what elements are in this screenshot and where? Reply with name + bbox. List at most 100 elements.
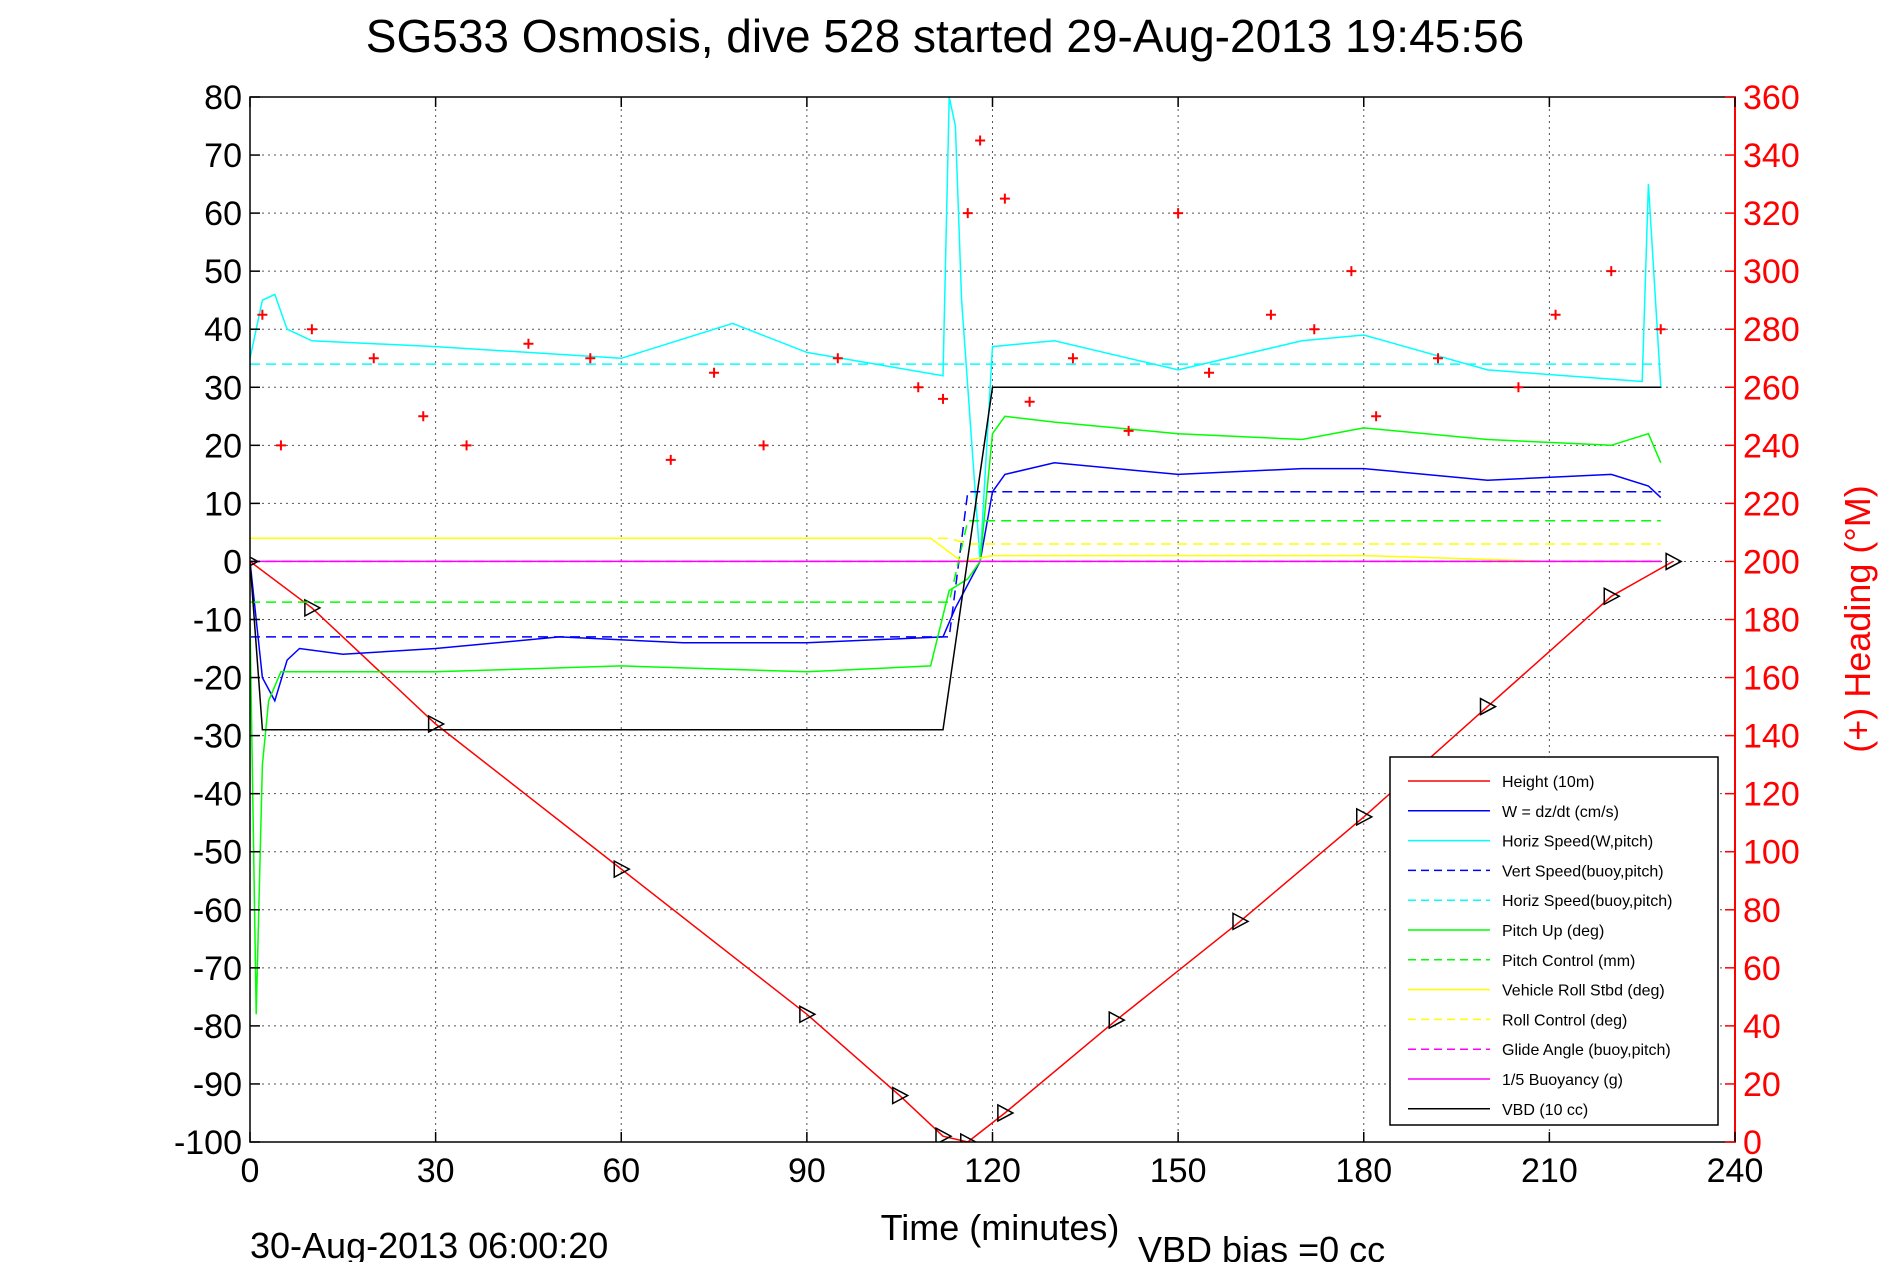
heading-point [665, 454, 676, 465]
y-right-tick-label: 0 [1743, 1124, 1762, 1162]
heading-point [585, 353, 596, 364]
x-tick-label: 240 [1707, 1152, 1764, 1190]
heading-point [758, 440, 769, 451]
heading-point [913, 382, 924, 393]
y-tick-label: -10 [193, 602, 242, 640]
height-marker [1665, 552, 1683, 571]
y-right-tick-label: 140 [1743, 718, 1800, 756]
y-tick-label: 30 [204, 369, 242, 407]
axes: 0 30 60 90 120 150 180 210 24080706050403020100-… [174, 79, 1800, 1190]
heading-point [975, 135, 986, 146]
height-marker [1356, 807, 1374, 827]
height-marker [935, 1126, 953, 1142]
heading-point [1204, 367, 1215, 378]
y-tick-label: 20 [204, 427, 242, 465]
y-right-tick-label: 360 [1743, 79, 1800, 117]
series-0 [250, 552, 1683, 1142]
heading-point [1067, 353, 1078, 364]
y-tick-label: 10 [204, 485, 242, 523]
heading-point [1606, 266, 1617, 277]
y-right-tick-label: 300 [1743, 253, 1800, 291]
series-line [250, 560, 1674, 1142]
legend-label: Vert Speed(buoy,pitch) [1502, 863, 1664, 880]
footer-vbd-bias: VBD bias =0 cc [1138, 1229, 1385, 1262]
y-right-tick-label: 100 [1743, 834, 1800, 872]
legend-label: Roll Control (deg) [1502, 1012, 1627, 1029]
heading-point [306, 324, 317, 335]
heading-point [461, 440, 472, 451]
y-tick-label: -30 [193, 718, 242, 756]
height-marker [304, 598, 322, 618]
y-right-tick-label: 260 [1743, 369, 1800, 407]
heading-point [1346, 266, 1357, 277]
heading-point [938, 393, 948, 404]
y-tick-label: -50 [193, 834, 242, 872]
series-11 [250, 386, 1661, 731]
legend-label: Height (10m) [1502, 774, 1594, 791]
height-marker [997, 1103, 1015, 1123]
legend-label: Vehicle Roll Stbd (deg) [1502, 983, 1665, 1000]
y-tick-label: 70 [204, 137, 242, 175]
x-tick-label: 60 [602, 1152, 640, 1190]
x-tick-label: 90 [788, 1152, 826, 1190]
heading-point [1309, 324, 1320, 335]
x-tick-label: 0 [241, 1152, 260, 1190]
y-tick-label: 60 [204, 195, 242, 233]
legend-label: VBD (10 cc) [1502, 1102, 1588, 1119]
height-marker [427, 714, 446, 734]
series-layer [250, 97, 1683, 1142]
heading-point [1024, 396, 1035, 407]
grid [250, 97, 1735, 1142]
heading-point [1265, 309, 1276, 320]
y-right-tick-label: 160 [1743, 660, 1800, 698]
heading-point [832, 353, 843, 364]
height-marker [799, 1005, 817, 1024]
x-tick-label: 210 [1521, 1152, 1578, 1190]
y-right-tick-label: 80 [1743, 892, 1781, 930]
y-right-tick-label: 180 [1743, 602, 1800, 640]
chart-title: SG533 Osmosis, dive 528 started 29-Aug-2… [366, 10, 1524, 62]
height-marker [1479, 697, 1498, 716]
y-axis-label-right: (+) Heading (°M) [1837, 485, 1878, 752]
series-1 [250, 462, 1662, 703]
y-right-tick-label: 340 [1743, 137, 1800, 175]
y-tick-label: -40 [193, 776, 242, 814]
heading-point [275, 440, 286, 451]
y-tick-label: 50 [204, 253, 242, 291]
y-tick-label: -90 [193, 1066, 242, 1104]
y-right-tick-label: 120 [1743, 776, 1800, 814]
series-line [250, 415, 1662, 1015]
legend-label: Horiz Speed(W,pitch) [1502, 834, 1653, 851]
legend-box [1389, 756, 1719, 1126]
series-line [250, 537, 1661, 545]
legend-label: Horiz Speed(buoy,pitch) [1502, 893, 1672, 910]
x-tick-label: 180 [1335, 1152, 1392, 1190]
heading-point [962, 208, 973, 219]
y-right-tick-label: 240 [1743, 427, 1800, 465]
height-marker [1603, 587, 1621, 606]
legend: Height (10m) W = dz/dt (cm/s) Horiz Speed(… [1389, 756, 1719, 1126]
y-right-tick-label: 40 [1743, 1008, 1781, 1046]
legend-label: 1/5 Buoyancy (g) [1502, 1072, 1623, 1089]
heading-point [1173, 208, 1184, 219]
y-right-tick-label: 200 [1743, 543, 1800, 581]
heading-point [368, 353, 379, 364]
series-5 [250, 415, 1662, 1015]
legend-label: Pitch Control (mm) [1502, 953, 1635, 970]
height-marker [1232, 912, 1250, 931]
y-tick-label: -80 [193, 1008, 242, 1046]
footer-timestamp: 30-Aug-2013 06:00:20 [250, 1225, 608, 1262]
heading-point [999, 193, 1010, 204]
y-tick-label: 80 [204, 79, 242, 117]
legend-label: W = dz/dt (cm/s) [1502, 804, 1619, 821]
heading-point [523, 338, 534, 349]
y-tick-label: -70 [193, 950, 242, 988]
height-marker [960, 1132, 978, 1142]
heading-point [1123, 425, 1134, 436]
height-marker [891, 1086, 910, 1105]
heading-point [1433, 353, 1443, 364]
y-tick-label: -100 [174, 1124, 242, 1162]
y-right-tick-label: 280 [1743, 311, 1800, 349]
height-marker [1108, 1010, 1126, 1030]
